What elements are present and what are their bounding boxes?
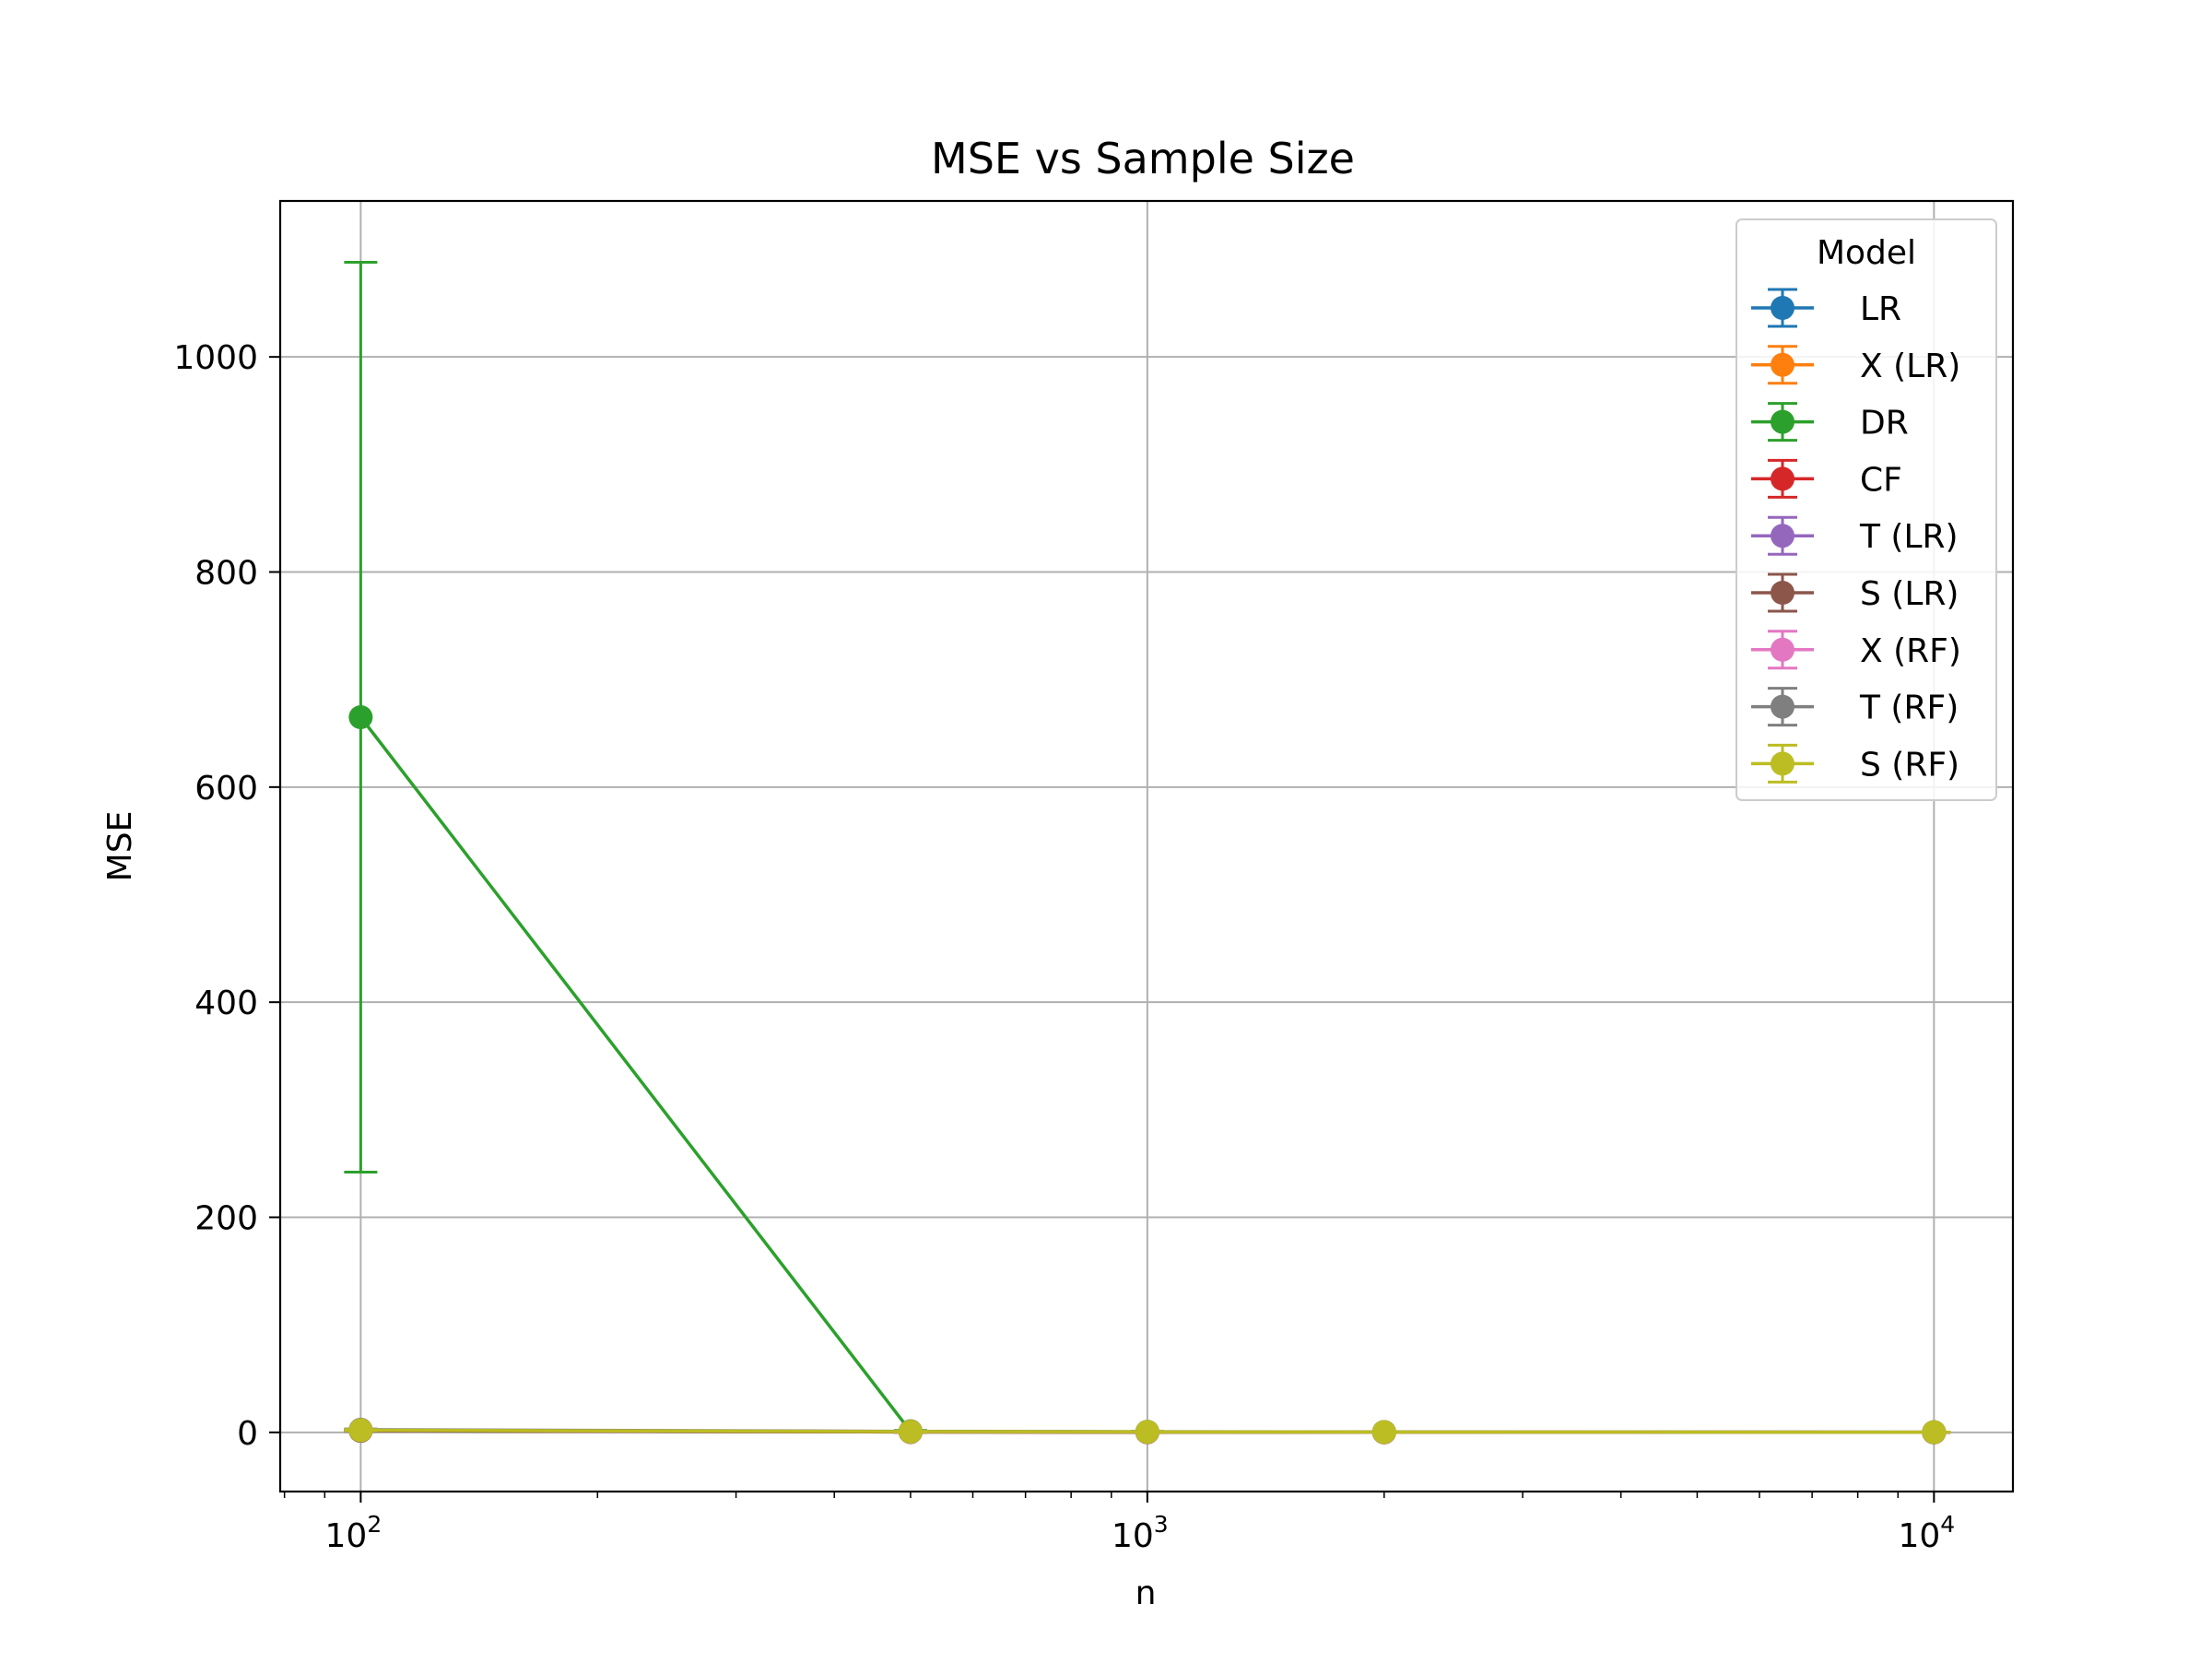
x-tick-label: 102 — [325, 1511, 382, 1555]
legend-label: T (RF) — [1859, 690, 1959, 727]
legend-title: Model — [1817, 234, 1916, 272]
y-tick-label: 1000 — [173, 339, 258, 377]
data-point — [1922, 1420, 1947, 1445]
y-tick-label: 200 — [194, 1200, 258, 1238]
x-axis-label: n — [1135, 1575, 1157, 1612]
x-tick-label: 103 — [1112, 1511, 1169, 1555]
y-tick-label: 400 — [194, 985, 258, 1022]
legend-label: S (LR) — [1860, 575, 1959, 613]
legend-item: LR — [1751, 288, 1901, 328]
x-tick-label-base: 10 — [325, 1517, 368, 1555]
legend-label: DR — [1860, 405, 1909, 442]
legend-marker — [1771, 751, 1794, 776]
legend-marker — [1771, 694, 1794, 719]
legend-item: S (LR) — [1751, 572, 1959, 613]
legend-marker — [1771, 352, 1794, 377]
legend-marker — [1771, 637, 1794, 662]
legend-marker — [1771, 524, 1794, 548]
legend-item: S (RF) — [1751, 743, 1959, 784]
series-layer — [344, 261, 1951, 1445]
x-tick-label-base: 10 — [1898, 1517, 1940, 1555]
legend-item: T (LR) — [1751, 515, 1959, 556]
legend-label: T (LR) — [1859, 518, 1959, 556]
legend-marker — [1771, 409, 1794, 434]
legend-marker — [1771, 466, 1794, 491]
legend-marker — [1771, 296, 1794, 320]
x-tick-label-base: 10 — [1112, 1517, 1154, 1555]
data-point — [898, 1420, 923, 1445]
x-tick-label-exponent: 4 — [1940, 1511, 1955, 1538]
x-tick-label-exponent: 3 — [1154, 1511, 1169, 1538]
legend-label: X (LR) — [1860, 348, 1960, 385]
legend-item: T (RF) — [1751, 687, 1959, 727]
y-tick-label: 0 — [237, 1415, 258, 1453]
y-axis-label: MSE — [101, 811, 139, 882]
x-tick-label: 104 — [1898, 1511, 1955, 1555]
data-point — [348, 705, 373, 729]
legend-label: S (RF) — [1860, 746, 1959, 784]
y-tick-label: 600 — [194, 770, 258, 808]
legend-item: CF — [1751, 458, 1902, 499]
x-tick-label-exponent: 2 — [367, 1511, 382, 1538]
data-point — [348, 1418, 373, 1443]
data-point — [1135, 1420, 1159, 1445]
y-tick-label: 800 — [194, 555, 258, 593]
legend-label: X (RF) — [1860, 632, 1961, 670]
legend-label: CF — [1860, 461, 1902, 499]
chart-title: MSE vs Sample Size — [931, 134, 1355, 183]
legend-marker — [1771, 581, 1794, 605]
legend-item: X (RF) — [1751, 630, 1961, 670]
legend-item: X (LR) — [1751, 345, 1960, 385]
legend-label: LR — [1860, 290, 1901, 328]
data-point — [1371, 1420, 1396, 1445]
legend-item: DR — [1751, 402, 1909, 442]
series — [344, 1418, 1951, 1445]
legend: Model LR X (LR) DR CF T (LR) S (LR) X (RF) T (RF… — [1735, 218, 1997, 801]
